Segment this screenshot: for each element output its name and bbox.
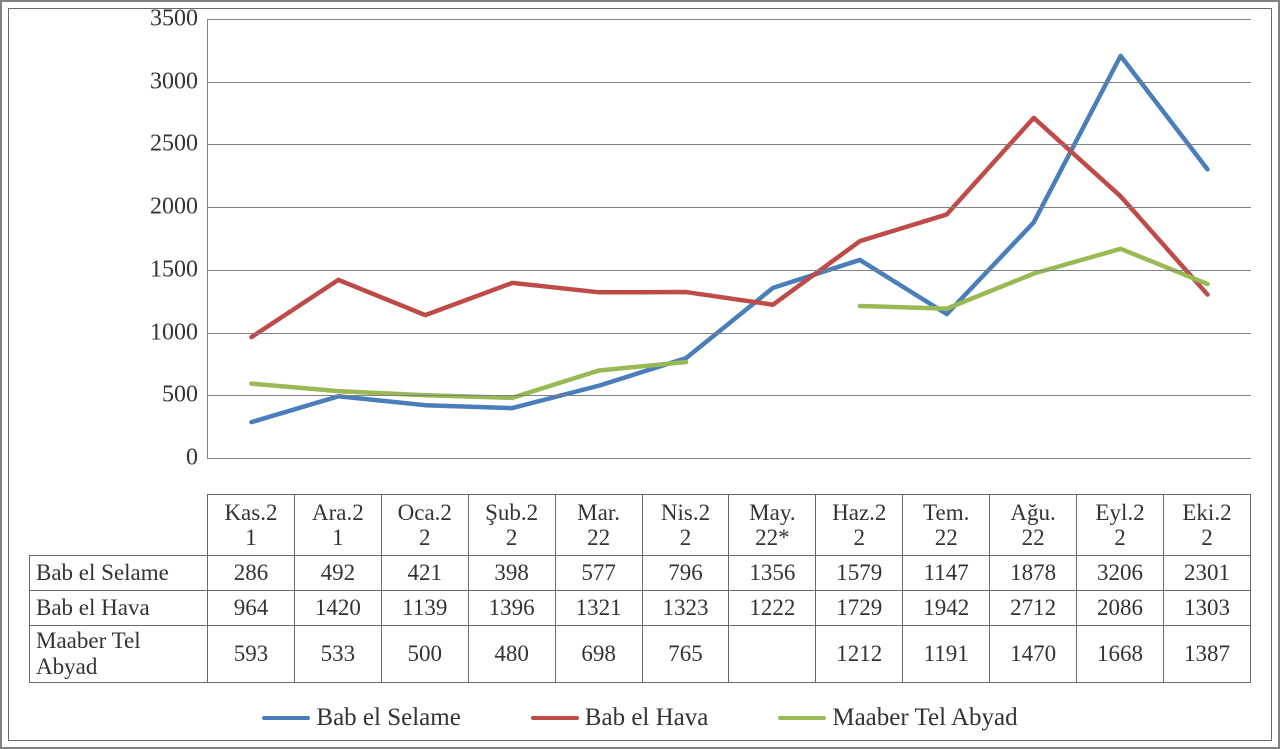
legend: Bab el Selame Bab el Hava Maaber Tel Abyad <box>9 704 1271 732</box>
data-cell: 2301 <box>1163 556 1250 591</box>
gridline <box>208 82 1251 83</box>
data-cell: 1147 <box>903 556 990 591</box>
data-cell: 1323 <box>642 591 729 626</box>
chart-outer-frame: 0500100015002000250030003500 Kas.21Ara.2… <box>0 0 1280 749</box>
data-cell: 698 <box>555 626 642 683</box>
data-cell: 796 <box>642 556 729 591</box>
category-header: Mar.22 <box>555 495 642 556</box>
data-cell <box>729 626 816 683</box>
legend-label: Bab el Hava <box>585 704 709 732</box>
data-cell: 286 <box>208 556 295 591</box>
legend-label: Bab el Selame <box>316 704 460 732</box>
data-cell: 1321 <box>555 591 642 626</box>
category-header: Nis.22 <box>642 495 729 556</box>
data-cell: 577 <box>555 556 642 591</box>
data-cell: 480 <box>468 626 555 683</box>
series-line-0 <box>251 56 1207 422</box>
series-row-header: Bab el Selame <box>30 556 208 591</box>
y-tick-label: 1500 <box>150 256 208 283</box>
data-cell: 1470 <box>990 626 1077 683</box>
gridline <box>208 207 1251 208</box>
data-cell: 533 <box>294 626 381 683</box>
plot-area: 0500100015002000250030003500 <box>207 19 1251 459</box>
data-cell: 2086 <box>1077 591 1164 626</box>
table-blank-corner <box>30 495 208 556</box>
gridline <box>208 270 1251 271</box>
gridline <box>208 333 1251 334</box>
data-cell: 1387 <box>1163 626 1250 683</box>
data-cell: 1878 <box>990 556 1077 591</box>
legend-label: Maaber Tel Abyad <box>832 704 1017 732</box>
y-tick-label: 0 <box>186 445 208 472</box>
data-cell: 500 <box>381 626 468 683</box>
data-cell: 1420 <box>294 591 381 626</box>
gridline <box>208 19 1251 20</box>
legend-item: Maaber Tel Abyad <box>778 704 1017 732</box>
data-cell: 1139 <box>381 591 468 626</box>
data-cell: 765 <box>642 626 729 683</box>
data-cell: 1191 <box>903 626 990 683</box>
data-cell: 1942 <box>903 591 990 626</box>
y-tick-label: 2000 <box>150 194 208 221</box>
legend-swatch <box>778 716 826 721</box>
category-header: Eki.22 <box>1163 495 1250 556</box>
data-cell: 1396 <box>468 591 555 626</box>
category-header: Oca.22 <box>381 495 468 556</box>
series-line-1 <box>251 118 1207 337</box>
data-cell: 1729 <box>816 591 903 626</box>
category-header: Ağu.22 <box>990 495 1077 556</box>
data-cell: 1356 <box>729 556 816 591</box>
y-tick-label: 500 <box>162 382 208 409</box>
data-cell: 492 <box>294 556 381 591</box>
data-cell: 593 <box>208 626 295 683</box>
y-tick-label: 3500 <box>150 6 208 33</box>
legend-swatch <box>531 716 579 721</box>
data-cell: 1303 <box>1163 591 1250 626</box>
series-row-header: Bab el Hava <box>30 591 208 626</box>
data-cell: 1212 <box>816 626 903 683</box>
y-tick-label: 2500 <box>150 131 208 158</box>
legend-item: Bab el Selame <box>262 704 460 732</box>
series-row-header: Maaber Tel Abyad <box>30 626 208 683</box>
plot-wrap: 0500100015002000250030003500 <box>149 19 1251 489</box>
category-header: Tem.22 <box>903 495 990 556</box>
data-table: Kas.21Ara.21Oca.22Şub.22Mar.22Nis.22May.… <box>29 494 1251 683</box>
data-cell: 2712 <box>990 591 1077 626</box>
legend-item: Bab el Hava <box>531 704 709 732</box>
data-cell: 398 <box>468 556 555 591</box>
legend-swatch <box>262 716 310 721</box>
gridline <box>208 144 1251 145</box>
category-header: Kas.21 <box>208 495 295 556</box>
chart-inner-frame: 0500100015002000250030003500 Kas.21Ara.2… <box>8 8 1272 741</box>
data-cell: 1668 <box>1077 626 1164 683</box>
category-header: May.22* <box>729 495 816 556</box>
data-cell: 3206 <box>1077 556 1164 591</box>
category-header: Ara.21 <box>294 495 381 556</box>
y-tick-label: 1000 <box>150 319 208 346</box>
data-cell: 1579 <box>816 556 903 591</box>
category-header: Şub.22 <box>468 495 555 556</box>
data-cell: 1222 <box>729 591 816 626</box>
series-line-2 <box>860 249 1208 309</box>
data-cell: 421 <box>381 556 468 591</box>
data-cell: 964 <box>208 591 295 626</box>
gridline <box>208 395 1251 396</box>
category-header: Eyl.22 <box>1077 495 1164 556</box>
line-series-svg <box>208 19 1251 458</box>
y-tick-label: 3000 <box>150 68 208 95</box>
category-header: Haz.22 <box>816 495 903 556</box>
